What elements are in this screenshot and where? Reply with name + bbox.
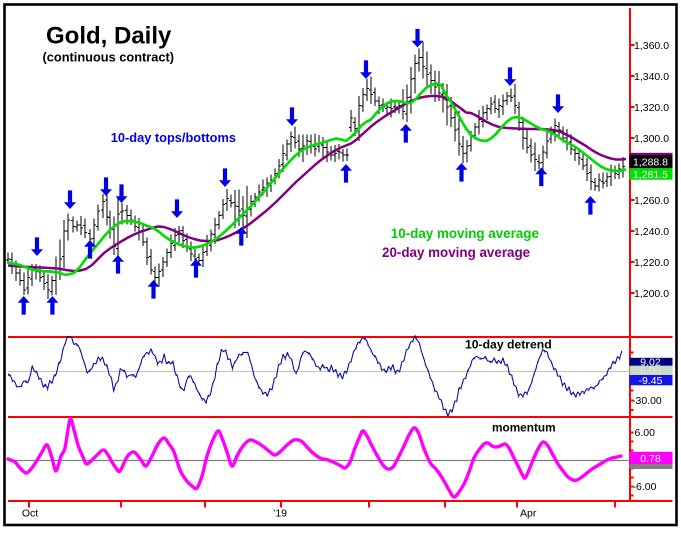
svg-text:9.02: 9.02	[640, 356, 661, 368]
svg-text:10-day detrend: 10-day detrend	[465, 337, 552, 351]
svg-text:1,360.0: 1,360.0	[634, 40, 669, 52]
svg-text:1,340.0: 1,340.0	[634, 71, 669, 83]
svg-text:6.00: 6.00	[635, 427, 656, 439]
svg-text:1,281.5: 1,281.5	[633, 169, 668, 181]
svg-text:1,320.0: 1,320.0	[634, 102, 669, 114]
svg-text:10-day moving average: 10-day moving average	[391, 226, 539, 241]
svg-text:-6.00: -6.00	[633, 481, 657, 493]
svg-text:1,260.0: 1,260.0	[634, 195, 669, 207]
svg-text:momentum: momentum	[492, 420, 556, 434]
svg-text:10-day tops/bottoms: 10-day tops/bottoms	[111, 130, 236, 145]
svg-text:Apr: Apr	[520, 508, 537, 520]
svg-text:1,200.0: 1,200.0	[634, 288, 669, 300]
svg-text:1,288.8: 1,288.8	[633, 156, 668, 168]
svg-text:20-day moving average: 20-day moving average	[382, 245, 530, 260]
svg-text:-9.45: -9.45	[639, 375, 663, 387]
svg-text:(continuous contract): (continuous contract)	[43, 50, 175, 65]
svg-text:1,300.0: 1,300.0	[634, 133, 669, 145]
svg-text:Oct: Oct	[22, 508, 38, 520]
svg-text:Gold, Daily: Gold, Daily	[46, 23, 172, 50]
svg-text:’19: ’19	[273, 508, 287, 520]
svg-text:0.78: 0.78	[640, 453, 661, 465]
svg-text:1,220.0: 1,220.0	[634, 257, 669, 269]
svg-text:0.00: 0.00	[640, 365, 661, 377]
svg-text:1,240.0: 1,240.0	[634, 226, 669, 238]
svg-text:-30.00: -30.00	[632, 395, 662, 407]
